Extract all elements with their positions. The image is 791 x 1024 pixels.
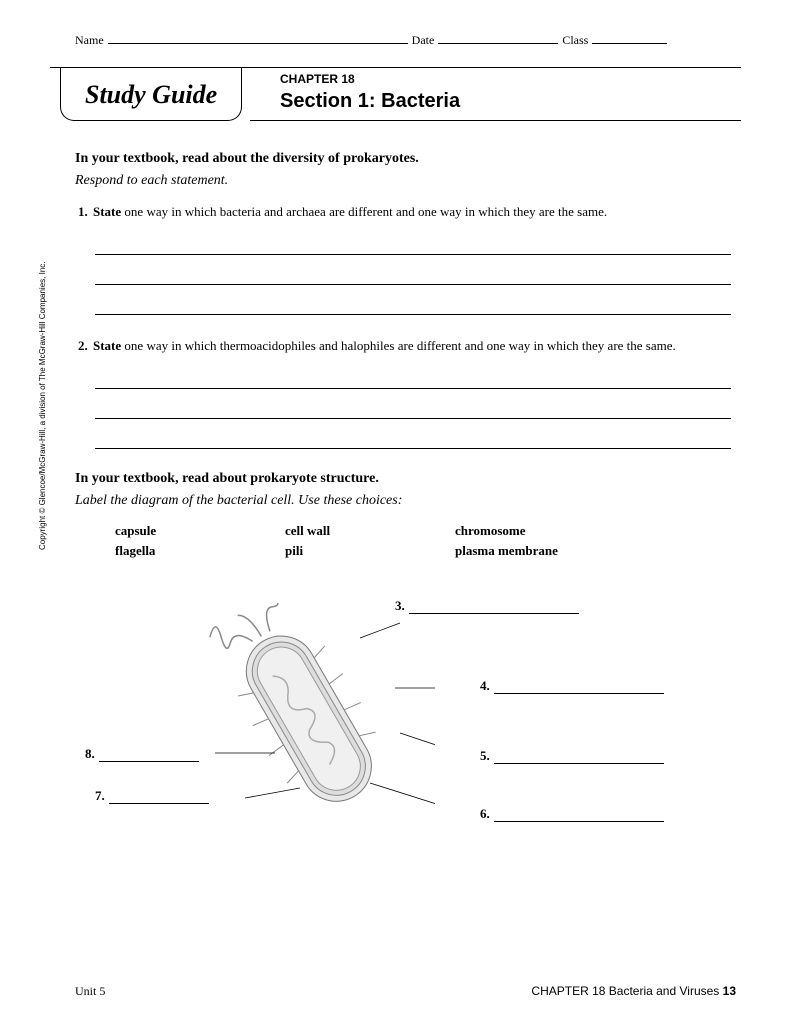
answer-line[interactable]: [95, 233, 731, 255]
q1-text: one way in which bacteria and archaea ar…: [121, 204, 607, 219]
instruction-2-bold: In your textbook, read about prokaryote …: [75, 471, 731, 487]
label-7: 7.: [95, 788, 209, 804]
name-blank[interactable]: [108, 30, 408, 44]
label-3: 3.: [395, 598, 579, 614]
answer-line[interactable]: [95, 263, 731, 285]
instruction-2-italic: Label the diagram of the bacterial cell.…: [75, 493, 731, 509]
answer-line[interactable]: [95, 397, 731, 419]
bacterial-cell-diagram: [205, 603, 435, 833]
label-5: 5.: [480, 748, 664, 764]
chapter-label: CHAPTER 18: [280, 72, 460, 86]
class-label: Class: [562, 33, 588, 48]
word-capsule: capsule: [115, 523, 285, 539]
label-8: 8.: [85, 746, 199, 762]
label-4: 4.: [480, 678, 664, 694]
section-underline: [250, 120, 741, 121]
q2-text: one way in which thermoacidophiles and h…: [121, 338, 676, 353]
answer-2-block: [75, 367, 731, 449]
label-4-blank[interactable]: [494, 681, 664, 694]
label-7-blank[interactable]: [109, 791, 209, 804]
q1-verb: State: [93, 204, 121, 219]
word-pili: pili: [285, 543, 455, 559]
footer-unit: Unit 5: [75, 984, 105, 999]
title-box: Study Guide CHAPTER 18 Section 1: Bacter…: [50, 68, 741, 121]
chapter-block: CHAPTER 18 Section 1: Bacteria: [280, 72, 460, 113]
word-chromosome: chromosome: [455, 523, 625, 539]
footer-chapter: CHAPTER 18 Bacteria and Viruses 13: [531, 984, 736, 999]
class-blank[interactable]: [592, 30, 667, 44]
q1-number: 1.: [78, 204, 88, 219]
instruction-1-bold: In your textbook, read about the diversi…: [75, 151, 731, 167]
question-1: 1. State one way in which bacteria and a…: [75, 203, 731, 221]
header-fields: Name Date Class: [50, 30, 741, 48]
label-5-blank[interactable]: [494, 751, 664, 764]
answer-line[interactable]: [95, 293, 731, 315]
name-label: Name: [75, 33, 104, 48]
date-label: Date: [412, 33, 435, 48]
answer-1-block: [75, 233, 731, 315]
content-area: In your textbook, read about the diversi…: [50, 151, 741, 848]
copyright-text: Copyright © Glencoe/McGraw-Hill, a divis…: [38, 250, 47, 550]
answer-line[interactable]: [95, 427, 731, 449]
word-plasma: plasma membrane: [455, 543, 625, 559]
question-2: 2. State one way in which thermoacidophi…: [75, 337, 731, 355]
word-flagella: flagella: [115, 543, 285, 559]
label-6-blank[interactable]: [494, 809, 664, 822]
label-8-blank[interactable]: [99, 749, 199, 762]
study-guide-title: Study Guide: [60, 68, 242, 121]
instruction-1-italic: Respond to each statement.: [75, 173, 731, 189]
footer: Unit 5 CHAPTER 18 Bacteria and Viruses 1…: [75, 984, 736, 999]
label-3-blank[interactable]: [409, 601, 579, 614]
section-title: Section 1: Bacteria: [280, 90, 460, 113]
word-bank: capsule flagella cell wall pili chromoso…: [75, 523, 731, 563]
label-6: 6.: [480, 806, 664, 822]
q2-verb: State: [93, 338, 121, 353]
date-blank[interactable]: [438, 30, 558, 44]
diagram-area: 3. 4. 5. 6. 7. 8.: [85, 588, 731, 848]
answer-line[interactable]: [95, 367, 731, 389]
word-cellwall: cell wall: [285, 523, 455, 539]
q2-number: 2.: [78, 338, 88, 353]
